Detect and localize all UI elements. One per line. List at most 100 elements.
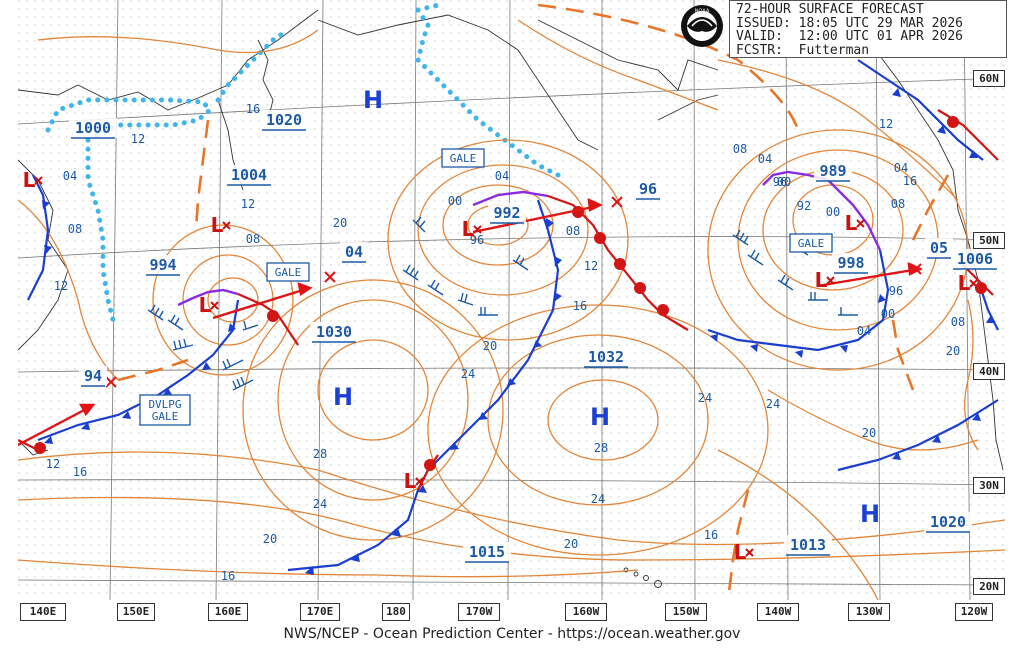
longitude-label: 160E [208, 603, 248, 621]
low-center-x-icon [34, 176, 43, 185]
high-pressure-symbol: H [590, 403, 610, 431]
isobar-label: 20 [946, 344, 960, 358]
isobar-label: 24 [766, 397, 780, 411]
isobar-label: 04 [758, 152, 772, 166]
pressure-value-backdrop [832, 253, 870, 273]
low-pressure-symbol: L [199, 293, 212, 317]
low-center-x-icon [210, 301, 219, 310]
longitude-label: 140W [757, 603, 799, 621]
isobar-label: 00 [881, 307, 895, 321]
cold-front-barbs [42, 88, 995, 575]
longitude-label: 140E [20, 603, 66, 621]
low-center-x-icon [222, 221, 231, 230]
latitude-label: 20N [973, 578, 1005, 595]
isobar-label: 20 [483, 339, 497, 353]
pressure-value-label: 994 [149, 256, 176, 274]
isobar-label: 04 [63, 169, 77, 183]
isobar-label: 12 [131, 132, 145, 146]
isobar-label: 04 [495, 169, 509, 183]
issued-time: ISSUED: 18:05 UTC 29 MAR 2026 [736, 15, 963, 31]
isobar-label: 28 [313, 447, 327, 461]
low-center-x-icon [415, 477, 424, 486]
isobar-label: 08 [246, 232, 260, 246]
isobar-label: 92 [797, 199, 811, 213]
pressure-value-backdrop [634, 179, 662, 199]
low-pressure-symbol: L [404, 469, 417, 493]
isobar-label: 08 [566, 224, 580, 238]
warning-label-layer: GALE GALE GALE DVLPG GALE [139, 148, 833, 426]
pressure-value-backdrop [463, 542, 511, 562]
latitude-label: 40N [973, 363, 1005, 380]
isobar-label: 24 [461, 367, 475, 381]
pressure-value-label: 1030 [316, 323, 352, 341]
pressure-value-label: 998 [837, 254, 864, 272]
pressure-value-label: 1032 [588, 348, 624, 366]
isobar-label: 96 [470, 233, 484, 247]
gale-warning-label: GALE [798, 237, 825, 250]
pressure-value-label: 1000 [75, 119, 111, 137]
gale-warning-label: GALE [450, 152, 477, 165]
longitude-label: 130W [848, 603, 890, 621]
isobar-label: 12 [584, 259, 598, 273]
hawaii-islands [623, 567, 662, 588]
low-pressure-symbol: L [23, 168, 36, 192]
latitude-label: 50N [973, 232, 1005, 249]
forecast-map: 12 04 08 12 16 12 16 08 12 20 24 28 24 20 16 00 04 08 96 12… [18, 0, 1005, 600]
isobar-label: 96 [773, 175, 787, 189]
high-pressure-symbol: H [363, 86, 383, 114]
isobar-label: 12 [54, 279, 68, 293]
warm-front-lobes [34, 116, 987, 471]
isobar-label: 08 [951, 315, 965, 329]
longitude-label: 150E [117, 603, 155, 621]
pressure-value-label: 94 [84, 367, 102, 385]
isobar-label: 04 [857, 324, 871, 338]
low-center-x-icon [473, 225, 482, 234]
pressure-value-label: 96 [639, 180, 657, 198]
longitude-label: 120W [955, 603, 993, 621]
isobar-label: 16 [903, 174, 917, 188]
isobar-label: 12 [879, 117, 893, 131]
pressure-value-backdrop [582, 347, 630, 367]
pressure-value-label: 1004 [231, 166, 267, 184]
pressure-value-backdrop [144, 255, 182, 275]
isobar-label: 16 [704, 528, 718, 542]
low-pressure-symbol: L [462, 217, 475, 241]
pressure-value-backdrop [310, 322, 358, 342]
pressure-value-label: 992 [493, 204, 520, 222]
isobar-label: 08 [68, 222, 82, 236]
pressure-value-label: 1013 [790, 536, 826, 554]
low-pressure-symbol: L [734, 540, 747, 564]
isobar-label: 12 [46, 457, 60, 471]
isobar-label: 96 [889, 284, 903, 298]
pressure-value-backdrop [79, 366, 107, 386]
pressure-value-label: 05 [930, 239, 948, 257]
pressure-value-label: 989 [819, 162, 846, 180]
pressure-value-label: 1020 [930, 513, 966, 531]
gale-warning-box [441, 148, 485, 168]
isobar-label: 20 [862, 426, 876, 440]
pressure-value-backdrop [924, 512, 972, 532]
isobar-label: 20 [564, 537, 578, 551]
low-center-x-icon [826, 276, 835, 285]
isobar-label: 24 [698, 391, 712, 405]
pressure-value-label: 04 [345, 243, 363, 261]
pressure-symbol-layer: H H H H L L L L L L L L L [23, 86, 978, 564]
noaa-logo-icon: NOAA [681, 5, 723, 47]
pressure-value-layer: 1000 1004 994 1020 04 1030 992 96 1032 989 998 1006… [69, 110, 999, 563]
map-canvas: 12 04 08 12 16 12 16 08 12 20 24 28 24 20 16 00 04 08 96 12… [18, 0, 1005, 600]
isobar-label: 16 [221, 569, 235, 583]
pressure-value-label: 1015 [469, 543, 505, 561]
isobar-label: 24 [313, 497, 327, 511]
forecast-title: 72-HOUR SURFACE FORECAST [736, 2, 924, 17]
isobar-label: 08 [733, 142, 747, 156]
pressure-value-backdrop [260, 110, 308, 130]
isobar-label: 00 [777, 175, 791, 189]
gale-warning-box [266, 262, 310, 282]
isobar-label: 16 [73, 465, 87, 479]
ice-edge [45, 2, 561, 323]
pressure-value-backdrop [340, 242, 368, 262]
low-center-x-icon [856, 219, 865, 228]
noaa-logo-text: NOAA [695, 9, 710, 15]
isobar-label-layer: 12 04 08 12 16 12 16 08 12 20 24 28 24 20 16 00 04 08 96 12… [46, 102, 965, 583]
gale-warning-box [789, 233, 833, 253]
